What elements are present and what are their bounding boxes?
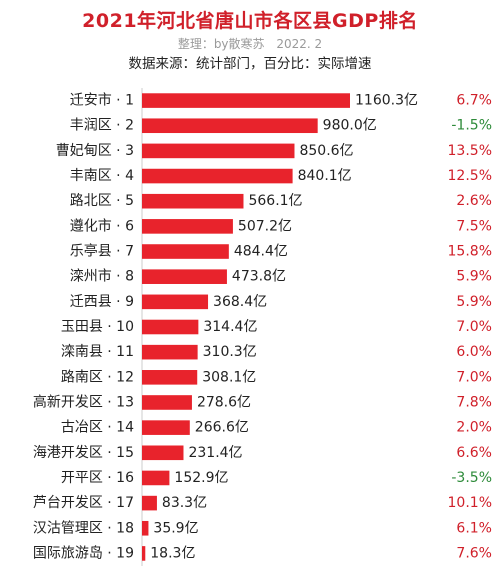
growth-label: 2.6% — [456, 193, 492, 209]
bar — [142, 244, 229, 259]
chart-subtitle: 整理：by散寒苏 2022. 2 — [0, 35, 500, 52]
growth-label: 5.9% — [456, 294, 492, 310]
value-label: 83.3亿 — [162, 495, 207, 511]
growth-label: 10.1% — [448, 495, 492, 511]
category-label: 芦台开发区 · 17 — [33, 495, 134, 511]
bar — [142, 193, 244, 209]
value-label: 566.1亿 — [248, 193, 302, 209]
bar — [142, 395, 192, 410]
value-label: 507.2亿 — [238, 218, 292, 234]
bar — [142, 420, 190, 435]
value-label: 1160.3亿 — [355, 93, 418, 109]
growth-label: 7.0% — [456, 369, 492, 385]
growth-label: 15.8% — [448, 244, 492, 260]
bar — [142, 168, 293, 184]
growth-note-text: 百分比：实际增速 — [263, 56, 372, 72]
bar — [142, 520, 149, 536]
category-label: 丰润区 · 2 — [70, 118, 134, 134]
category-label: 汉沽管理区 · 18 — [33, 520, 134, 536]
category-label: 乐亭县 · 7 — [70, 243, 134, 260]
growth-label: 7.6% — [456, 545, 492, 561]
growth-label: 7.5% — [456, 218, 492, 234]
value-label: 368.4亿 — [213, 294, 267, 310]
growth-label: -1.5% — [451, 118, 492, 134]
category-label: 国际旅游岛 · 19 — [33, 545, 134, 561]
bar — [142, 445, 184, 461]
author-credit: 整理：by散寒苏 — [177, 37, 265, 51]
value-label: 850.6亿 — [299, 143, 353, 159]
bar — [142, 319, 199, 335]
growth-label: 6.6% — [456, 445, 492, 461]
bar — [142, 118, 318, 134]
value-label: 980.0亿 — [323, 118, 377, 134]
category-label: 高新开发区 · 13 — [33, 393, 134, 410]
value-label: 308.1亿 — [202, 369, 256, 385]
bar — [142, 470, 170, 486]
growth-label: 12.5% — [448, 168, 492, 184]
category-label: 路北区 · 5 — [70, 193, 134, 209]
bar — [142, 93, 350, 108]
bar — [142, 344, 198, 360]
value-label: 840.1亿 — [298, 168, 352, 184]
growth-label: 5.9% — [456, 269, 492, 285]
growth-label: 7.0% — [456, 319, 492, 335]
publish-date: 2022. 2 — [276, 37, 323, 51]
data-source-text: 数据来源：统计部门， — [128, 56, 264, 72]
value-label: 278.6亿 — [197, 394, 251, 410]
bar — [142, 370, 198, 385]
growth-label: 6.1% — [456, 520, 492, 536]
bar — [142, 269, 227, 284]
value-label: 484.4亿 — [234, 244, 288, 260]
category-label: 路南区 · 12 — [61, 369, 134, 385]
value-label: 18.3亿 — [150, 545, 195, 561]
bar — [142, 143, 295, 159]
value-label: 473.8亿 — [232, 269, 286, 285]
category-label: 滦州市 · 8 — [70, 268, 134, 285]
growth-label: 6.7% — [456, 93, 492, 109]
value-label: 314.4亿 — [203, 319, 257, 335]
category-label: 丰南区 · 4 — [70, 168, 134, 184]
category-label: 滦南县 · 11 — [61, 344, 134, 360]
data-source-note: 数据来源：统计部门，百分比：实际增速 — [0, 52, 500, 72]
value-label: 266.6亿 — [195, 420, 249, 436]
category-label: 迁安市 · 1 — [70, 92, 134, 109]
growth-label: 2.0% — [456, 420, 492, 436]
category-label: 遵化市 · 6 — [70, 217, 134, 234]
category-label: 玉田县 · 10 — [61, 319, 134, 335]
bar — [142, 294, 209, 310]
bar-chart: 迁安市 · 1 1160.3亿 6.7% 丰润区 · 2 980.0亿 -1.5% 曹妃甸区… — [33, 88, 492, 566]
bar — [142, 219, 233, 234]
value-label: 35.9亿 — [153, 520, 198, 536]
category-label: 曹妃甸区 · 3 — [56, 143, 134, 159]
growth-label: 7.8% — [456, 394, 492, 410]
chart-title: 2021年河北省唐山市各区县GDP排名 — [82, 10, 418, 32]
category-label: 开平区 · 16 — [61, 470, 134, 486]
bar — [142, 546, 146, 561]
bar — [142, 495, 157, 511]
growth-label: -3.5% — [451, 470, 492, 486]
value-label: 310.3亿 — [203, 344, 257, 360]
growth-label: 13.5% — [448, 143, 492, 159]
value-label: 231.4亿 — [188, 445, 242, 461]
category-label: 迁西县 · 9 — [70, 294, 134, 310]
value-label: 152.9亿 — [174, 470, 228, 486]
category-label: 古冶区 · 14 — [61, 420, 134, 436]
growth-label: 6.0% — [456, 344, 492, 360]
category-label: 海港开发区 · 15 — [33, 445, 134, 461]
